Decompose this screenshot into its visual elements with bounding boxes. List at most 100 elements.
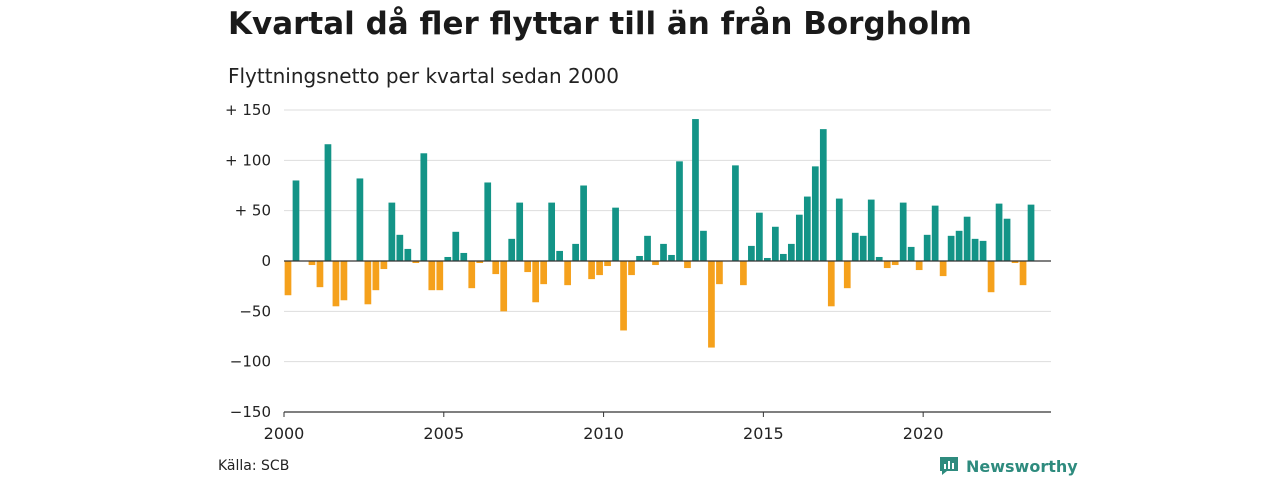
bar (867, 199, 875, 261)
bar (843, 261, 851, 289)
bar (436, 261, 444, 291)
bar (811, 166, 819, 261)
bar (756, 212, 763, 261)
y-tick-label: −150 (230, 403, 271, 421)
bar (899, 202, 907, 261)
bar (907, 246, 915, 261)
bar (660, 243, 667, 261)
bar (500, 261, 508, 312)
bar (859, 235, 867, 261)
bar (787, 243, 795, 261)
bar (476, 261, 484, 264)
bar (516, 202, 524, 261)
bar (875, 256, 883, 261)
bar (772, 226, 779, 261)
x-tick-label: 2010 (583, 424, 624, 443)
bar (580, 185, 587, 261)
bar (779, 253, 787, 261)
y-tick-label: + 100 (225, 151, 271, 169)
bar (388, 202, 396, 261)
bar (819, 129, 827, 261)
bar (987, 261, 995, 293)
bar (795, 214, 803, 261)
bar (620, 261, 627, 331)
bar (1019, 261, 1027, 286)
bar (835, 198, 843, 261)
bar (372, 261, 380, 291)
bar (827, 261, 835, 307)
bar (524, 261, 532, 273)
bar (668, 254, 675, 261)
bar (915, 261, 923, 271)
bar (588, 261, 595, 280)
bar (492, 261, 500, 275)
bar (364, 261, 372, 305)
bar (891, 261, 899, 266)
bar (564, 261, 571, 286)
bar (692, 119, 699, 261)
bar (612, 207, 619, 261)
bar (468, 261, 476, 289)
bar (628, 261, 635, 276)
y-axis-ticks: + 150 + 100 + 50 0 −50 −100 −150 (225, 101, 271, 421)
bar (803, 196, 811, 261)
y-tick-label: + 150 (225, 101, 271, 119)
bar (995, 203, 1003, 261)
bar (700, 230, 707, 261)
bar (748, 245, 755, 261)
source-note: Källa: SCB (218, 458, 290, 474)
bar (636, 255, 643, 261)
bar (596, 261, 603, 276)
bar (316, 261, 324, 288)
bar (532, 261, 540, 303)
bar (556, 250, 563, 261)
x-axis-ticks: 2000 2005 2010 2015 2020 (264, 412, 944, 443)
brand-name: Newsworthy (966, 456, 1078, 476)
bar (1027, 204, 1035, 261)
x-tick-label: 2015 (743, 424, 784, 443)
bar (1011, 261, 1019, 264)
bar (452, 231, 460, 261)
bar (540, 261, 548, 285)
chart-subtitle: Flyttningsnetto per kvartal sedan 2000 (228, 64, 619, 88)
bar (652, 261, 659, 266)
bar (955, 230, 963, 261)
bar (572, 243, 579, 261)
bar (644, 235, 651, 261)
bar (732, 165, 739, 261)
bar (340, 261, 348, 301)
brand-logo[interactable]: Newsworthy (938, 455, 1078, 477)
bar (931, 205, 939, 261)
bar (604, 261, 611, 267)
bar (508, 238, 516, 261)
bar (676, 161, 683, 261)
x-tick-label: 2020 (903, 424, 944, 443)
bar (883, 261, 891, 269)
bar (444, 256, 452, 261)
bar (284, 261, 292, 296)
bar (404, 248, 412, 261)
newsworthy-logo-icon (940, 457, 958, 475)
bar (947, 235, 955, 261)
bar (1003, 218, 1011, 261)
bar (380, 261, 388, 270)
bars (284, 119, 1051, 348)
bar (308, 261, 316, 266)
bar (716, 261, 723, 285)
bar (460, 252, 468, 261)
y-tick-label: −50 (239, 302, 271, 320)
bar (428, 261, 436, 291)
bar (979, 240, 987, 261)
bar (764, 257, 771, 261)
bar (332, 261, 340, 307)
bar (484, 182, 492, 261)
y-tick-label: 0 (261, 252, 271, 270)
bar (740, 261, 747, 286)
y-tick-label: −100 (230, 353, 271, 371)
bar (684, 261, 691, 269)
bar (963, 216, 971, 261)
bar (939, 261, 947, 277)
y-tick-label: + 50 (235, 202, 271, 220)
bar (412, 261, 420, 264)
